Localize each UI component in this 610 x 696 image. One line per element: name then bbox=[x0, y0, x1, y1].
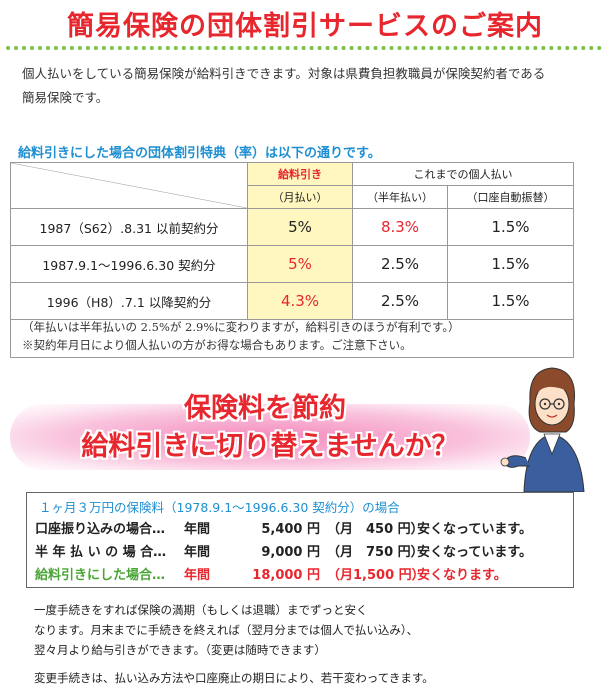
savings-row-result: 安くなっています。 bbox=[417, 545, 533, 560]
discount-table: 給料引き これまでの個人払い （月払い） （半年払い） （口座自動振替） 198… bbox=[11, 163, 573, 320]
savings-row-highlight: 給料引きにした場合… 年間 18,000 円 （月1,500 円） 安くなります… bbox=[35, 564, 570, 584]
table-row: 1987（S62）.8.31 以前契約分 5% 8.3% 1.5% bbox=[11, 208, 573, 246]
table-note-1: （年払いは半年払いの 2.5%が 2.9%に変わりますが，給料引きのほうが有利で… bbox=[22, 320, 460, 334]
savings-row-amount: 5,400 円 bbox=[261, 522, 320, 537]
title-divider bbox=[6, 46, 602, 50]
salary-rate-cell: 4.3% bbox=[247, 282, 353, 320]
procedure-line-3: 翌々月より給与引きができます。（変更は随時できます） bbox=[34, 643, 326, 657]
promo-banner: 保険料を節約 給料引きに切り替えませんか？ bbox=[0, 372, 610, 482]
semiannual-subheader: （半年払い） bbox=[352, 185, 448, 209]
savings-row-amount: 18,000 円 bbox=[252, 568, 320, 583]
semiannual-rate-cell: 8.3% bbox=[352, 208, 448, 246]
table-note: （年払いは半年払いの 2.5%が 2.9%に変わりますが，給料引きのほうが有利で… bbox=[22, 318, 567, 354]
semiannual-rate-cell: 2.5% bbox=[352, 282, 448, 320]
savings-row-label: 給料引きにした場合… bbox=[35, 568, 166, 583]
autotransfer-rate-cell: 1.5% bbox=[447, 282, 573, 320]
procedure-paragraph: 一度手続きをすれば保険の満期（もしくは退職）までずっと安く なります。月末までに… bbox=[34, 600, 574, 660]
procedure-line-1: 一度手続きをすれば保険の満期（もしくは退職）までずっと安く bbox=[34, 603, 368, 617]
savings-row-result: 安くなっています。 bbox=[417, 522, 533, 537]
savings-row-monthly: （月1,500 円） bbox=[327, 568, 425, 583]
table-row: 1987.9.1～1996.6.30 契約分 5% 2.5% 1.5% bbox=[11, 245, 573, 283]
intro-line-1: 個人払いをしている簡易保険が給料引きできます。対象は県費負担教職員が保険契約者で… bbox=[22, 66, 546, 81]
savings-row-label: 半 年 払 い の 場 合… bbox=[35, 545, 167, 560]
banner-headline-2: 給料引きに切り替えませんか？ bbox=[81, 431, 459, 462]
savings-row-result: 安くなります。 bbox=[417, 568, 507, 583]
presenter-woman-illustration bbox=[500, 367, 585, 492]
row-label: 1996（H8）.7.1 以降契約分 bbox=[11, 282, 248, 320]
footer-note: 変更手続きは、払い込み方法や口座廃止の期日により、若干変わってきます。 bbox=[34, 671, 434, 685]
savings-example-box: １ヶ月３万円の保険料（1978.9.1～1996.6.30 契約分）の場合 口座… bbox=[26, 492, 574, 588]
discount-table-box: 給料引き これまでの個人払い （月払い） （半年払い） （口座自動振替） 198… bbox=[10, 162, 574, 358]
banner-glow bbox=[10, 404, 530, 470]
autotransfer-rate-cell: 1.5% bbox=[447, 245, 573, 283]
savings-row: 口座振り込みの場合… 年間 5,400 円 （月 450 円） 安くなっています… bbox=[35, 518, 570, 538]
savings-title: １ヶ月３万円の保険料（1978.9.1～1996.6.30 契約分）の場合 bbox=[39, 500, 400, 515]
autotransfer-subheader: （口座自動振替） bbox=[447, 185, 573, 209]
savings-row-monthly: （月 450 円） bbox=[327, 522, 424, 537]
salary-rate-cell: 5% bbox=[247, 245, 353, 283]
savings-row-period: 年間 bbox=[184, 545, 211, 560]
intro-line-2: 簡易保険です。 bbox=[22, 90, 109, 105]
salary-rate-cell: 5% bbox=[247, 208, 353, 246]
savings-row-period: 年間 bbox=[184, 522, 211, 537]
semiannual-rate-cell: 2.5% bbox=[352, 245, 448, 283]
savings-row-period: 年間 bbox=[184, 568, 211, 583]
table-corner-cell bbox=[11, 163, 248, 209]
individual-header: これまでの個人払い bbox=[352, 163, 573, 186]
salary-subheader: （月払い） bbox=[247, 185, 353, 209]
savings-row-monthly: （月 750 円） bbox=[327, 545, 424, 560]
savings-row-amount: 9,000 円 bbox=[261, 545, 320, 560]
intro-text: 個人払いをしている簡易保険が給料引きできます。対象は県費負担教職員が保険契約者で… bbox=[22, 62, 582, 110]
salary-header: 給料引き bbox=[247, 163, 353, 186]
table-row: 1996（H8）.7.1 以降契約分 4.3% 2.5% 1.5% bbox=[11, 282, 573, 320]
autotransfer-rate-cell: 1.5% bbox=[447, 208, 573, 246]
savings-row-label: 口座振り込みの場合… bbox=[35, 522, 166, 537]
page-title: 簡易保険の団体割引サービスのご案内 bbox=[67, 11, 543, 42]
table-header-row: 給料引き これまでの個人払い bbox=[11, 163, 573, 209]
row-label: 1987.9.1～1996.6.30 契約分 bbox=[11, 245, 248, 283]
savings-row: 半 年 払 い の 場 合… 年間 9,000 円 （月 750 円） 安くなっ… bbox=[35, 541, 570, 561]
row-label: 1987（S62）.8.31 以前契約分 bbox=[11, 208, 248, 246]
table-note-2: ※契約年月日により個人払いの方がお得な場合もあります。ご注意下さい。 bbox=[22, 338, 412, 352]
banner-headline-1: 保険料を節約 bbox=[184, 393, 346, 424]
procedure-line-2: なります。月末までに手続きを終えれば（翌月分までは個人で払い込み）、 bbox=[34, 623, 419, 637]
table-heading: 給料引きにした場合の団体割引特典（率）は以下の通りです。 bbox=[18, 146, 381, 161]
table-subheader-row: （月払い） （半年払い） （口座自動振替） bbox=[11, 185, 573, 209]
